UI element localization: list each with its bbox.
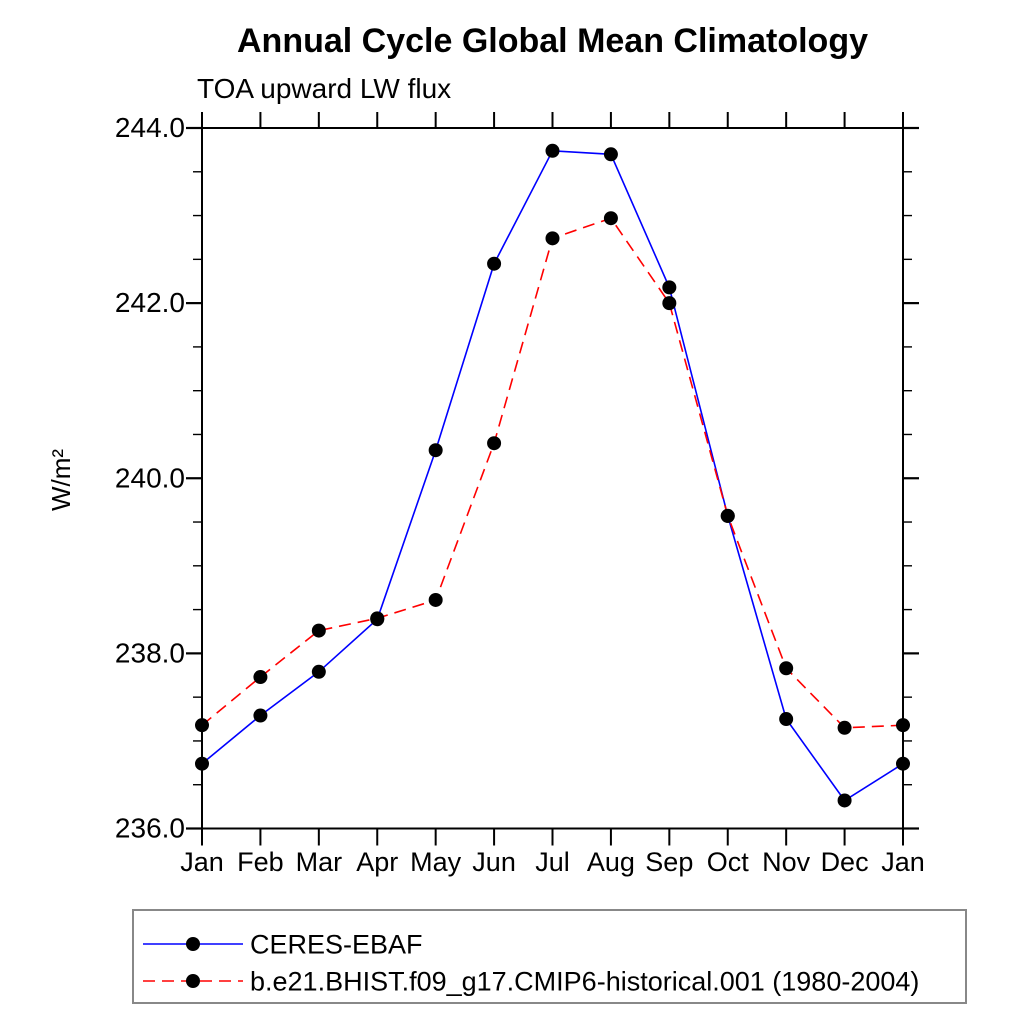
data-series xyxy=(195,143,910,808)
data-point xyxy=(896,718,910,733)
axis-ticks: Jan Feb Mar Apr May Jun Jul Aug Sep Oct Nov Dec Jan2… xyxy=(115,112,925,877)
data-point xyxy=(253,670,268,685)
x-tick-label: May xyxy=(410,847,462,877)
x-tick-label: Mar xyxy=(296,847,343,877)
data-point xyxy=(487,256,502,271)
x-tick-label: Sep xyxy=(645,847,693,877)
data-point xyxy=(487,436,502,451)
y-axis-label: W/m² xyxy=(46,449,76,511)
series-line-1 xyxy=(201,217,904,729)
data-point xyxy=(720,508,735,523)
legend-sample-marker-1 xyxy=(186,974,200,988)
data-point xyxy=(837,720,852,735)
data-point xyxy=(370,611,385,626)
legend-sample-marker-0 xyxy=(186,937,200,951)
series-line-0 xyxy=(201,149,904,802)
x-tick-label: Feb xyxy=(237,847,284,877)
legend: CERES-EBAF b.e21.BHIST.f09_g17.CMIP6-his… xyxy=(132,909,967,1004)
x-tick-label: Jan xyxy=(180,847,224,877)
y-tick-label: 238.0 xyxy=(115,637,185,668)
data-point xyxy=(837,793,852,808)
data-point xyxy=(779,661,794,676)
data-point xyxy=(428,443,443,458)
data-point xyxy=(428,592,443,607)
legend-box xyxy=(132,909,967,1004)
x-tick-label: Jan xyxy=(881,847,925,877)
y-tick-label: 244.0 xyxy=(115,112,185,143)
data-point xyxy=(896,756,910,771)
data-point xyxy=(195,718,209,733)
plot-frame xyxy=(201,127,904,830)
data-point xyxy=(662,296,677,311)
data-point xyxy=(545,231,560,246)
y-tick-label: 242.0 xyxy=(115,287,185,318)
x-tick-label: Jul xyxy=(535,847,570,877)
data-point xyxy=(253,708,268,723)
data-point xyxy=(779,712,794,727)
y-tick-label: 236.0 xyxy=(115,813,185,844)
x-tick-label: Nov xyxy=(762,847,811,877)
x-tick-label: Jun xyxy=(472,847,516,877)
data-point xyxy=(662,280,677,295)
data-point xyxy=(545,143,560,158)
legend-samples xyxy=(143,937,243,988)
data-point xyxy=(195,756,209,771)
x-tick-label: Oct xyxy=(707,847,750,877)
data-point xyxy=(603,211,618,226)
y-tick-label: 240.0 xyxy=(115,462,185,493)
chart-title: Annual Cycle Global Mean Climatology xyxy=(237,22,868,60)
x-tick-label: Dec xyxy=(821,847,869,877)
data-point xyxy=(603,147,618,162)
legend-label-ceres-ebaf: CERES-EBAF xyxy=(250,930,423,960)
x-tick-label: Apr xyxy=(356,847,398,877)
data-point xyxy=(311,664,326,679)
data-point xyxy=(311,623,326,638)
x-tick-label: Aug xyxy=(587,847,635,877)
chart-subtitle: TOA upward LW flux xyxy=(197,73,451,104)
legend-label-model: b.e21.BHIST.f09_g17.CMIP6-historical.001… xyxy=(250,967,919,997)
